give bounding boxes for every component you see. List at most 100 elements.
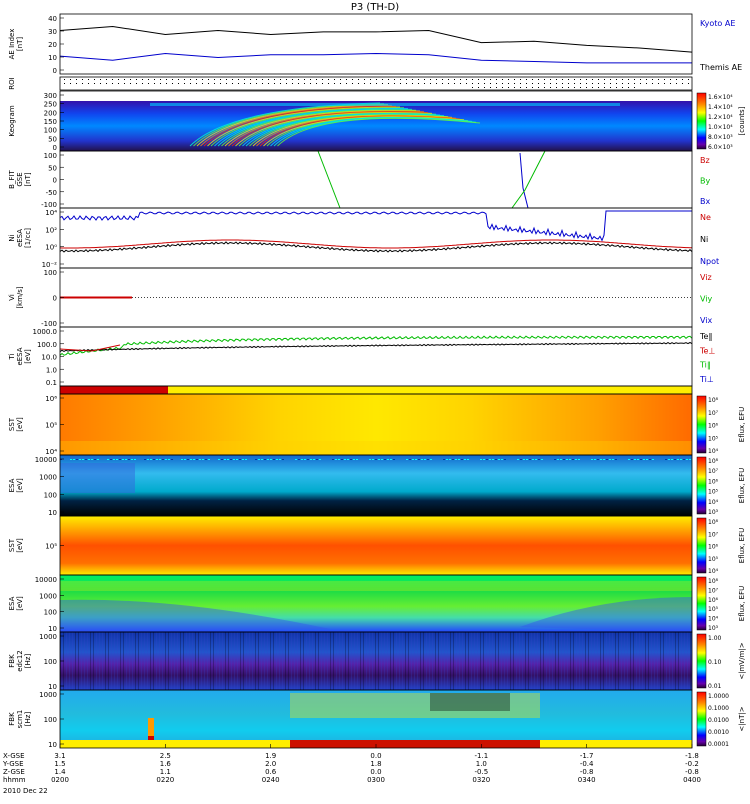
roi-dot bbox=[382, 79, 383, 80]
roi-dot bbox=[70, 83, 71, 84]
legend-ti-3: Ti⊥ bbox=[699, 375, 714, 384]
fbk1-stripe bbox=[264, 632, 265, 690]
fbk1-stripe bbox=[249, 632, 250, 690]
colorbar-tick-sst1: 10⁸ bbox=[708, 397, 719, 404]
ni-npot bbox=[59, 210, 692, 242]
panel-ylabel-vi: [km/s] bbox=[16, 286, 24, 309]
roi-dot bbox=[532, 83, 533, 84]
fbk1-stripe bbox=[177, 632, 178, 690]
fbk1-stripe bbox=[651, 632, 652, 690]
fbk1-stripe bbox=[672, 632, 673, 690]
esa1-speck bbox=[597, 459, 599, 460]
colorbar-tick-sst1: 10⁶ bbox=[708, 423, 719, 430]
esa1-speck bbox=[273, 459, 275, 460]
colorbar-tick-esa1: 10⁷ bbox=[708, 468, 719, 475]
esa1-speck bbox=[144, 459, 146, 460]
esa1-speck bbox=[91, 459, 93, 460]
roi-dot bbox=[370, 79, 371, 80]
esa1-speck bbox=[677, 459, 679, 460]
xaxis-tick-label: 1.4 bbox=[54, 768, 66, 776]
colorbar-tick-keo: 1.0×10⁴ bbox=[708, 124, 733, 131]
roi-dot bbox=[532, 87, 533, 88]
roi-dot bbox=[652, 83, 653, 84]
panel-ytick-ae: 20 bbox=[48, 41, 57, 49]
fbk1-stripe bbox=[369, 632, 370, 690]
fbk1-stripe bbox=[477, 632, 478, 690]
esa1-speck bbox=[443, 459, 445, 460]
panel-ytick-ti: 10.0 bbox=[41, 354, 57, 362]
colorbar-tick-esa1: 10⁸ bbox=[708, 458, 719, 465]
esa1-speck bbox=[356, 459, 358, 460]
fbk1-stripe bbox=[312, 632, 313, 690]
roi-dot bbox=[634, 87, 635, 88]
roi-dot bbox=[628, 87, 629, 88]
fbk1-stripe bbox=[504, 632, 505, 690]
fbk1-stripe bbox=[285, 632, 286, 690]
roi-dot bbox=[244, 79, 245, 80]
colorbar-tick-keo: 1.2×10⁴ bbox=[708, 114, 733, 121]
roi-dot bbox=[424, 83, 425, 84]
roi-dot bbox=[586, 87, 587, 88]
esa1-speck bbox=[520, 459, 522, 460]
fbk1-stripe bbox=[624, 632, 625, 690]
fbk1-stripe bbox=[357, 632, 358, 690]
fbk2-red-bottom bbox=[290, 740, 540, 748]
roi-dot bbox=[334, 79, 335, 80]
keogram-band bbox=[150, 103, 620, 106]
fbk1-stripe bbox=[288, 632, 289, 690]
roi-dot bbox=[352, 83, 353, 84]
roi-dot bbox=[268, 79, 269, 80]
fbk1-stripe bbox=[378, 632, 379, 690]
roi-dot bbox=[418, 79, 419, 80]
colorbar-tick-keo: 1.6×10⁴ bbox=[708, 94, 733, 101]
roi-dot bbox=[664, 83, 665, 84]
roi-dot bbox=[508, 79, 509, 80]
esa1-speck bbox=[381, 459, 383, 460]
roi-dot bbox=[412, 79, 413, 80]
ti-teperp bbox=[59, 344, 121, 352]
xaxis-tick-label: -0.8 bbox=[685, 768, 699, 776]
xaxis-tick-label: -0.5 bbox=[474, 768, 488, 776]
esa1-speck bbox=[538, 459, 540, 460]
esa1-speck bbox=[255, 459, 257, 460]
fbk1-stripe bbox=[324, 632, 325, 690]
panel-ytick-fbk1: 1000 bbox=[39, 633, 57, 641]
roi-dot bbox=[526, 87, 527, 88]
roi-dot bbox=[166, 83, 167, 84]
panel-frame-bfit bbox=[59, 150, 693, 209]
panel-ylabel-ae: [nT] bbox=[16, 37, 24, 51]
roi-dot bbox=[550, 83, 551, 84]
roi-dot bbox=[658, 79, 659, 80]
panel-ylabel-sst1: SST bbox=[8, 417, 16, 431]
esa1-speck bbox=[424, 459, 426, 460]
roi-dot bbox=[100, 79, 101, 80]
fbk1-stripe bbox=[294, 632, 295, 690]
roi-dot bbox=[322, 83, 323, 84]
fbk1-stripe bbox=[345, 632, 346, 690]
xaxis-tick-label: 3.1 bbox=[54, 752, 65, 760]
roi-dot bbox=[610, 79, 611, 80]
colorbar-label-fbk2: <|nT|> bbox=[738, 706, 746, 731]
esa1-speck bbox=[310, 459, 312, 460]
roi-dot bbox=[586, 79, 587, 80]
fbk1-stripe bbox=[381, 632, 382, 690]
sst1-fill bbox=[60, 394, 692, 455]
roi-dot bbox=[394, 79, 395, 80]
roi-dot bbox=[532, 79, 533, 80]
esa1-speck bbox=[603, 459, 605, 460]
colorbar-tick-keo: 1.4×10⁴ bbox=[708, 104, 733, 111]
fbk1-stripe bbox=[105, 632, 106, 690]
fbk2-dark bbox=[430, 693, 510, 711]
esa1-speck bbox=[572, 459, 574, 460]
esa1-speck bbox=[529, 459, 531, 460]
roi-dot bbox=[598, 87, 599, 88]
keogram-streak bbox=[238, 112, 437, 147]
roi-dot bbox=[682, 83, 683, 84]
colorbar-tick-keo: 6.0×10³ bbox=[708, 144, 733, 151]
roi-dot bbox=[172, 79, 173, 80]
esa1-speck bbox=[316, 459, 318, 460]
colorbar-tick-esa1: 10³ bbox=[708, 509, 719, 516]
roi-dot bbox=[538, 87, 539, 88]
xaxis-tick-label: 1.5 bbox=[54, 760, 65, 768]
panel-frame-ti bbox=[59, 326, 693, 387]
